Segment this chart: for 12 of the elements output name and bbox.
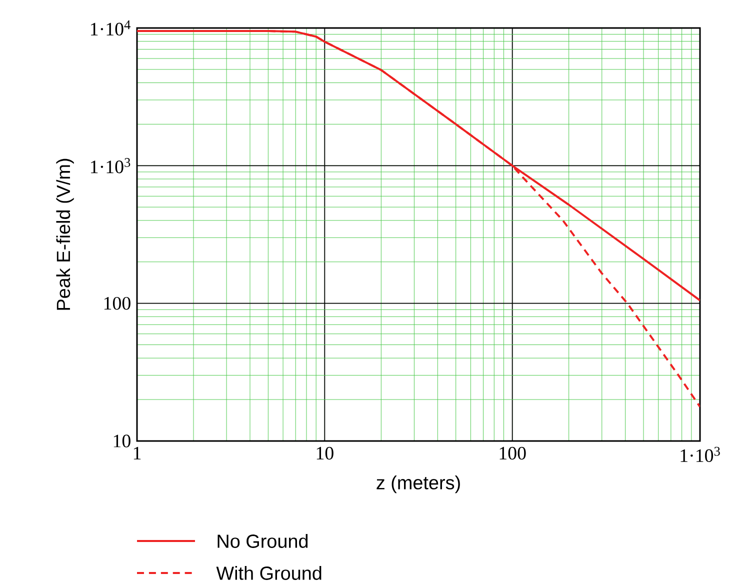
x-tick-label: 100 [500,446,526,460]
y-axis-title: Peak E-field (V/m) [56,158,74,310]
y-tick-label: 1·10$^{3}$ [91,158,130,174]
x-tick-label: 1 [134,446,141,460]
y-tick-label: 1·10$^{4}$ [91,20,130,36]
y-tick-label: 100 [104,296,130,310]
y-tick-label: 10 [114,434,130,448]
x-tick-label: 1·10$^{3}$ [680,446,720,462]
x-tick-label: 10 [316,446,334,460]
legend-label: With Ground [216,566,322,580]
legend-label: No Ground [218,534,308,548]
x-axis-title: z (meters) [376,476,460,494]
